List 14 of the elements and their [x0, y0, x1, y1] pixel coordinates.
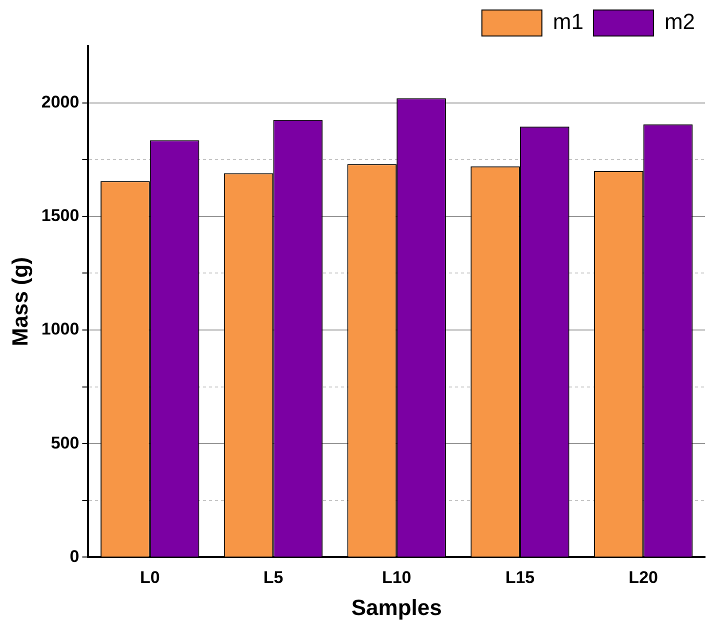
x-tick-label: L5	[263, 568, 284, 588]
y-tick-label: 0	[70, 546, 80, 566]
y-axis-title: Mass (g)	[7, 256, 32, 346]
x-axis-title: Samples	[351, 594, 442, 620]
x-tick-label: L0	[140, 568, 160, 588]
x-tick-label: L20	[628, 568, 658, 588]
y-tick-label: 1500	[41, 206, 80, 226]
y-tick-label: 1000	[41, 320, 80, 339]
x-tick-label: L15	[505, 568, 535, 588]
y-tick-label: 500	[50, 433, 80, 452]
y-tick-label: 2000	[41, 92, 80, 112]
x-tick-label: L10	[382, 568, 412, 588]
legend-label: m2	[664, 9, 695, 34]
legend-label: m1	[552, 9, 584, 34]
